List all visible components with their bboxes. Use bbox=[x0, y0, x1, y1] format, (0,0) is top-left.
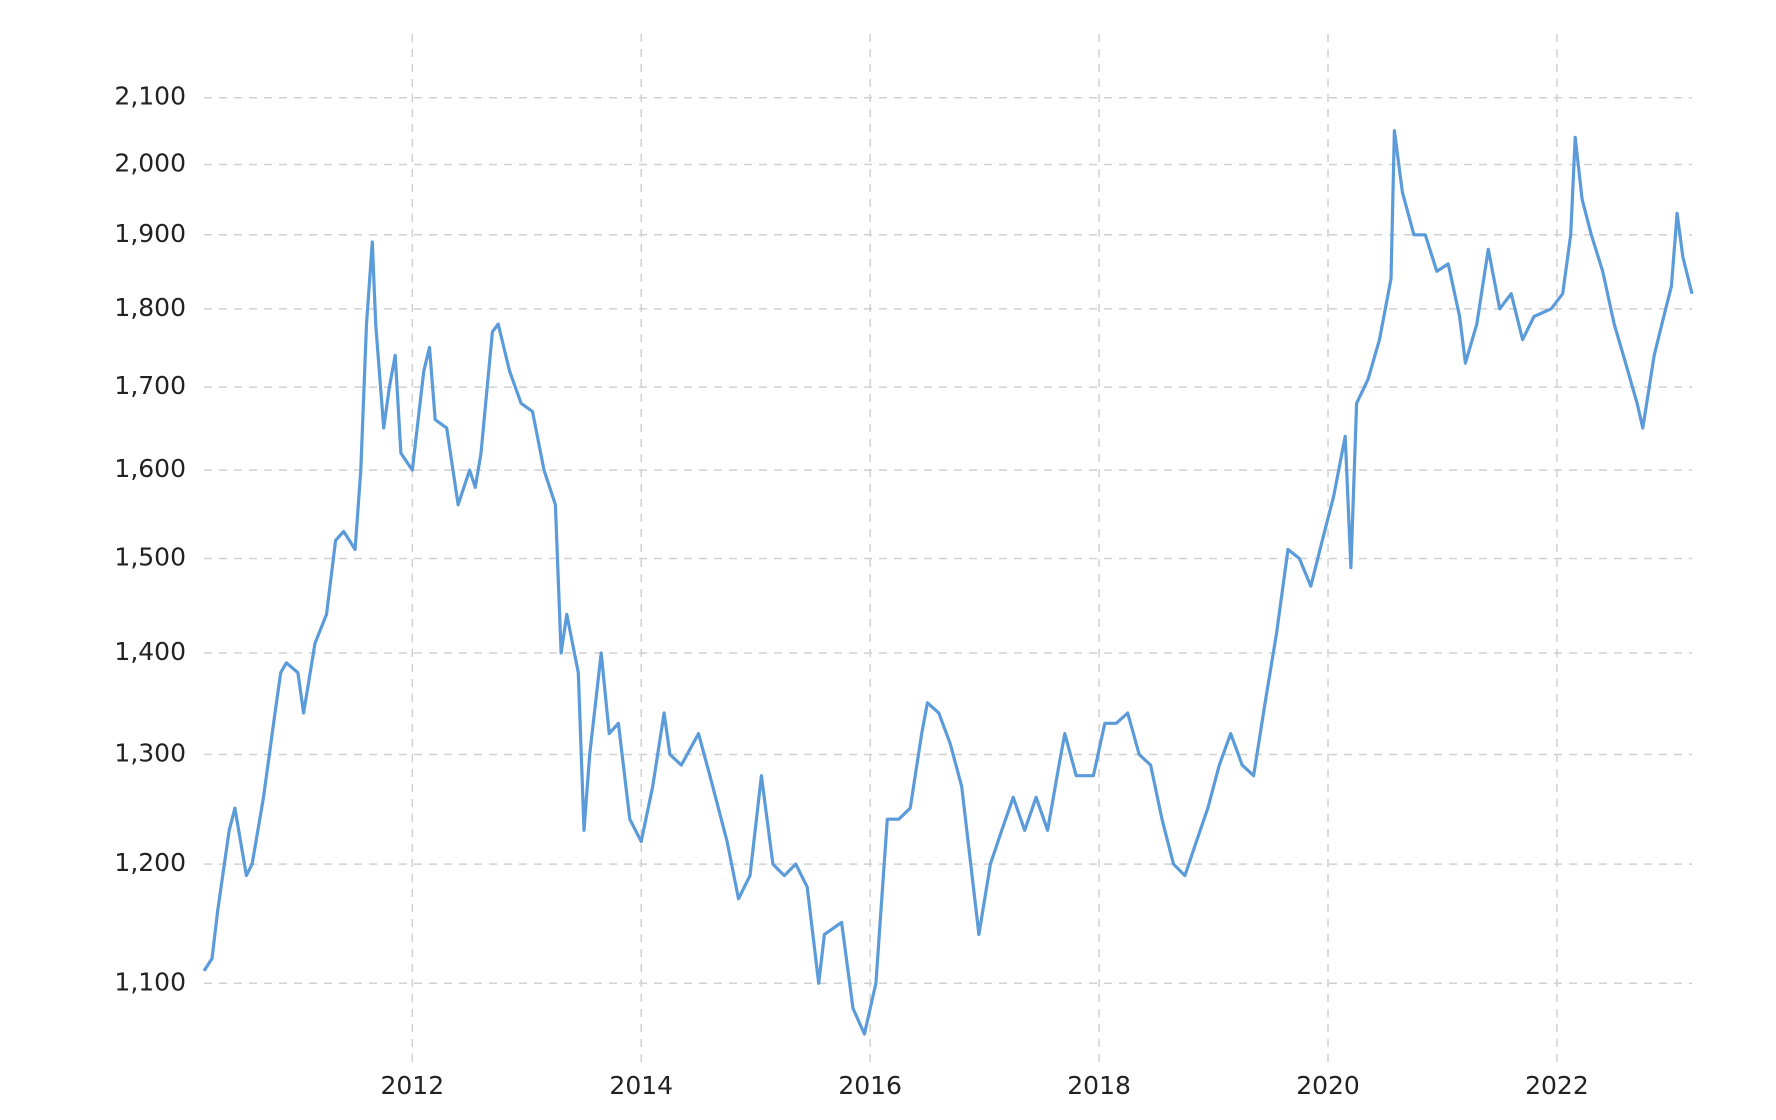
y-tick-label: 2,100 bbox=[114, 82, 186, 111]
y-tick-label: 1,500 bbox=[114, 543, 186, 572]
y-tick-label: 1,600 bbox=[114, 454, 186, 483]
y-tick-label: 1,100 bbox=[114, 967, 186, 996]
y-tick-label: 1,200 bbox=[114, 848, 186, 877]
y-tick-label: 1,800 bbox=[114, 293, 186, 322]
y-tick-label: 1,400 bbox=[114, 637, 186, 666]
x-tick-label: 2020 bbox=[1296, 1071, 1360, 1100]
y-tick-label: 1,700 bbox=[114, 371, 186, 400]
x-tick-label: 2022 bbox=[1525, 1071, 1589, 1100]
y-tick-label: 1,900 bbox=[114, 219, 186, 248]
x-tick-label: 2014 bbox=[609, 1071, 673, 1100]
x-tick-label: 2018 bbox=[1067, 1071, 1131, 1100]
y-tick-label: 2,000 bbox=[114, 149, 186, 178]
price-line bbox=[202, 129, 1694, 1036]
x-tick-label: 2016 bbox=[838, 1071, 902, 1100]
x-tick-label: 2012 bbox=[381, 1071, 445, 1100]
y-tick-label: 1,300 bbox=[114, 739, 186, 768]
